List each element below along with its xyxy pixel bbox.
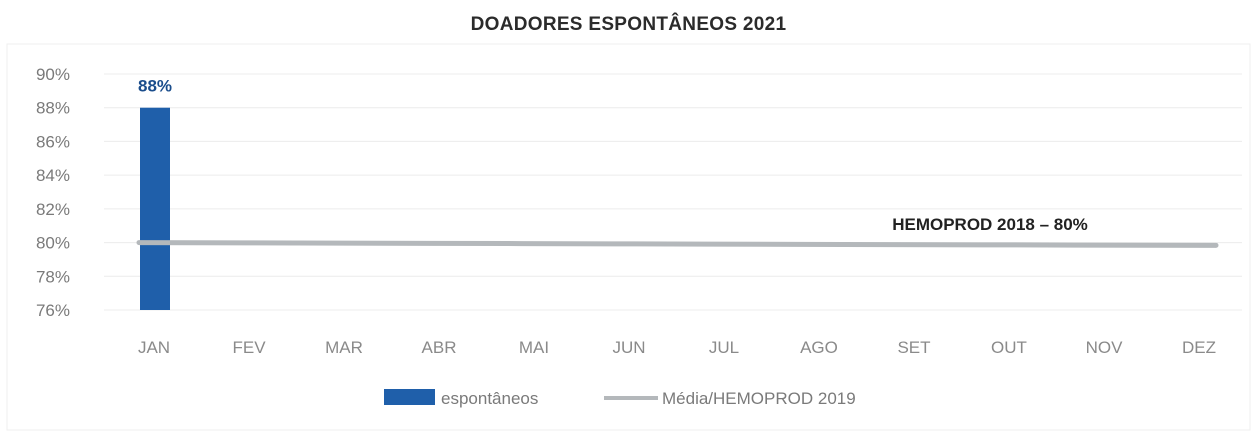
legend-swatch-bar: [384, 389, 435, 405]
x-tick-label: AGO: [800, 338, 838, 357]
x-tick-label: OUT: [991, 338, 1027, 357]
line-series: [136, 240, 1219, 248]
x-tick-label: MAR: [325, 338, 363, 357]
y-tick-label: 86%: [36, 132, 70, 151]
x-tick-label: SET: [897, 338, 930, 357]
y-tick-label: 90%: [36, 65, 70, 84]
gridlines: [104, 73, 1242, 311]
y-tick-label: 88%: [36, 99, 70, 118]
bar-series: [140, 107, 170, 310]
plot-frame: [6, 43, 1251, 431]
hemoprod-annotation: HEMOPROD 2018 – 80%: [892, 215, 1088, 234]
y-tick-label: 76%: [36, 301, 70, 320]
data-labels: 88%: [138, 77, 172, 96]
y-tick-label: 84%: [36, 166, 70, 185]
line-mark: [136, 240, 1219, 248]
y-tick-label: 78%: [36, 267, 70, 286]
x-tick-label: FEV: [232, 338, 266, 357]
chart-title: DOADORES ESPONTÂNEOS 2021: [470, 14, 787, 35]
bar: [140, 107, 170, 310]
x-tick-label: ABR: [422, 338, 457, 357]
y-tick-label: 82%: [36, 200, 70, 219]
legend-label-bar: espontâneos: [441, 389, 538, 408]
x-tick-label: DEZ: [1182, 338, 1216, 357]
legend-label-line: Média/HEMOPROD 2019: [662, 389, 856, 408]
x-tick-label: NOV: [1086, 338, 1124, 357]
x-tick-label: MAI: [519, 338, 549, 357]
x-tick-label: JAN: [138, 338, 170, 357]
legend: espontâneos Média/HEMOPROD 2019: [384, 389, 856, 408]
data-label: 88%: [138, 77, 172, 96]
x-tick-label: JUL: [709, 338, 739, 357]
y-axis: 76% 78% 80% 82% 84% 86% 88% 90%: [36, 65, 70, 320]
x-tick-label: JUN: [612, 338, 645, 357]
x-axis: JAN FEV MAR ABR MAI JUN JUL AGO SET OUT NOV DEZ: [138, 338, 1216, 357]
y-tick-label: 80%: [36, 234, 70, 253]
